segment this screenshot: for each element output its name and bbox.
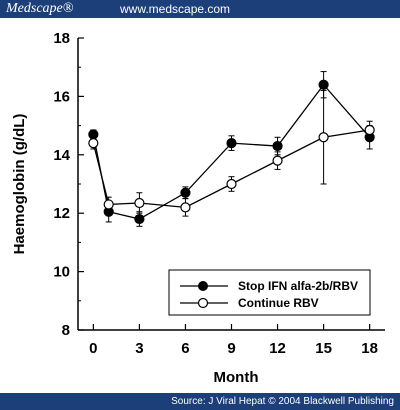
data-point-2 <box>134 197 145 209</box>
header-bar: Medscape® www.medscape.com <box>0 0 400 18</box>
legend-marker-continue <box>197 297 209 309</box>
data-point-2 <box>318 132 329 143</box>
data-point-2 <box>272 155 283 166</box>
data-point-1 <box>180 187 191 198</box>
x-tick-label: 0 <box>89 340 97 357</box>
x-tick-label: 15 <box>315 340 332 357</box>
data-point-2 <box>103 199 114 210</box>
x-tick-label: 18 <box>361 340 378 357</box>
x-tick-label: 12 <box>269 340 286 357</box>
x-tick-label: 9 <box>227 340 235 357</box>
data-point-1 <box>88 129 99 140</box>
site-url: www.medscape.com <box>120 2 231 16</box>
footer-bar: Source: J Viral Hepat © 2004 Blackwell P… <box>0 393 400 410</box>
y-axis-title: Haemoglobin (g/dL) <box>11 114 28 255</box>
x-tick-label: 6 <box>181 340 189 357</box>
y-tick-label: 12 <box>53 205 70 222</box>
data-point-2 <box>364 124 375 136</box>
y-tick-label: 10 <box>53 264 70 281</box>
data-point-1 <box>134 213 145 225</box>
series-line-2 <box>92 129 370 209</box>
x-tick-label: 3 <box>135 340 143 357</box>
data-point-1 <box>318 79 329 90</box>
legend-label-stop: Stop IFN alfa-2b/RBV <box>238 279 358 293</box>
medscape-logo: Medscape® <box>6 1 74 16</box>
data-point-2 <box>226 178 237 190</box>
data-point-2 <box>180 202 191 213</box>
y-tick-label: 8 <box>62 322 70 339</box>
y-tick-label: 14 <box>53 147 70 164</box>
legend-label-continue: Continue RBV <box>238 296 319 310</box>
data-point-1 <box>272 140 283 152</box>
legend-marker-stop <box>198 281 208 291</box>
data-point-1 <box>226 138 237 149</box>
legend: Stop IFN alfa-2b/RBV Continue RBV <box>168 269 371 316</box>
data-point-2 <box>88 138 99 149</box>
y-tick-label: 18 <box>53 30 70 47</box>
series-line-1 <box>92 83 371 220</box>
x-axis-title: Month <box>214 369 259 386</box>
y-tick-label: 16 <box>53 88 70 105</box>
source-credit: Source: J Viral Hepat © 2004 Blackwell P… <box>171 396 394 407</box>
